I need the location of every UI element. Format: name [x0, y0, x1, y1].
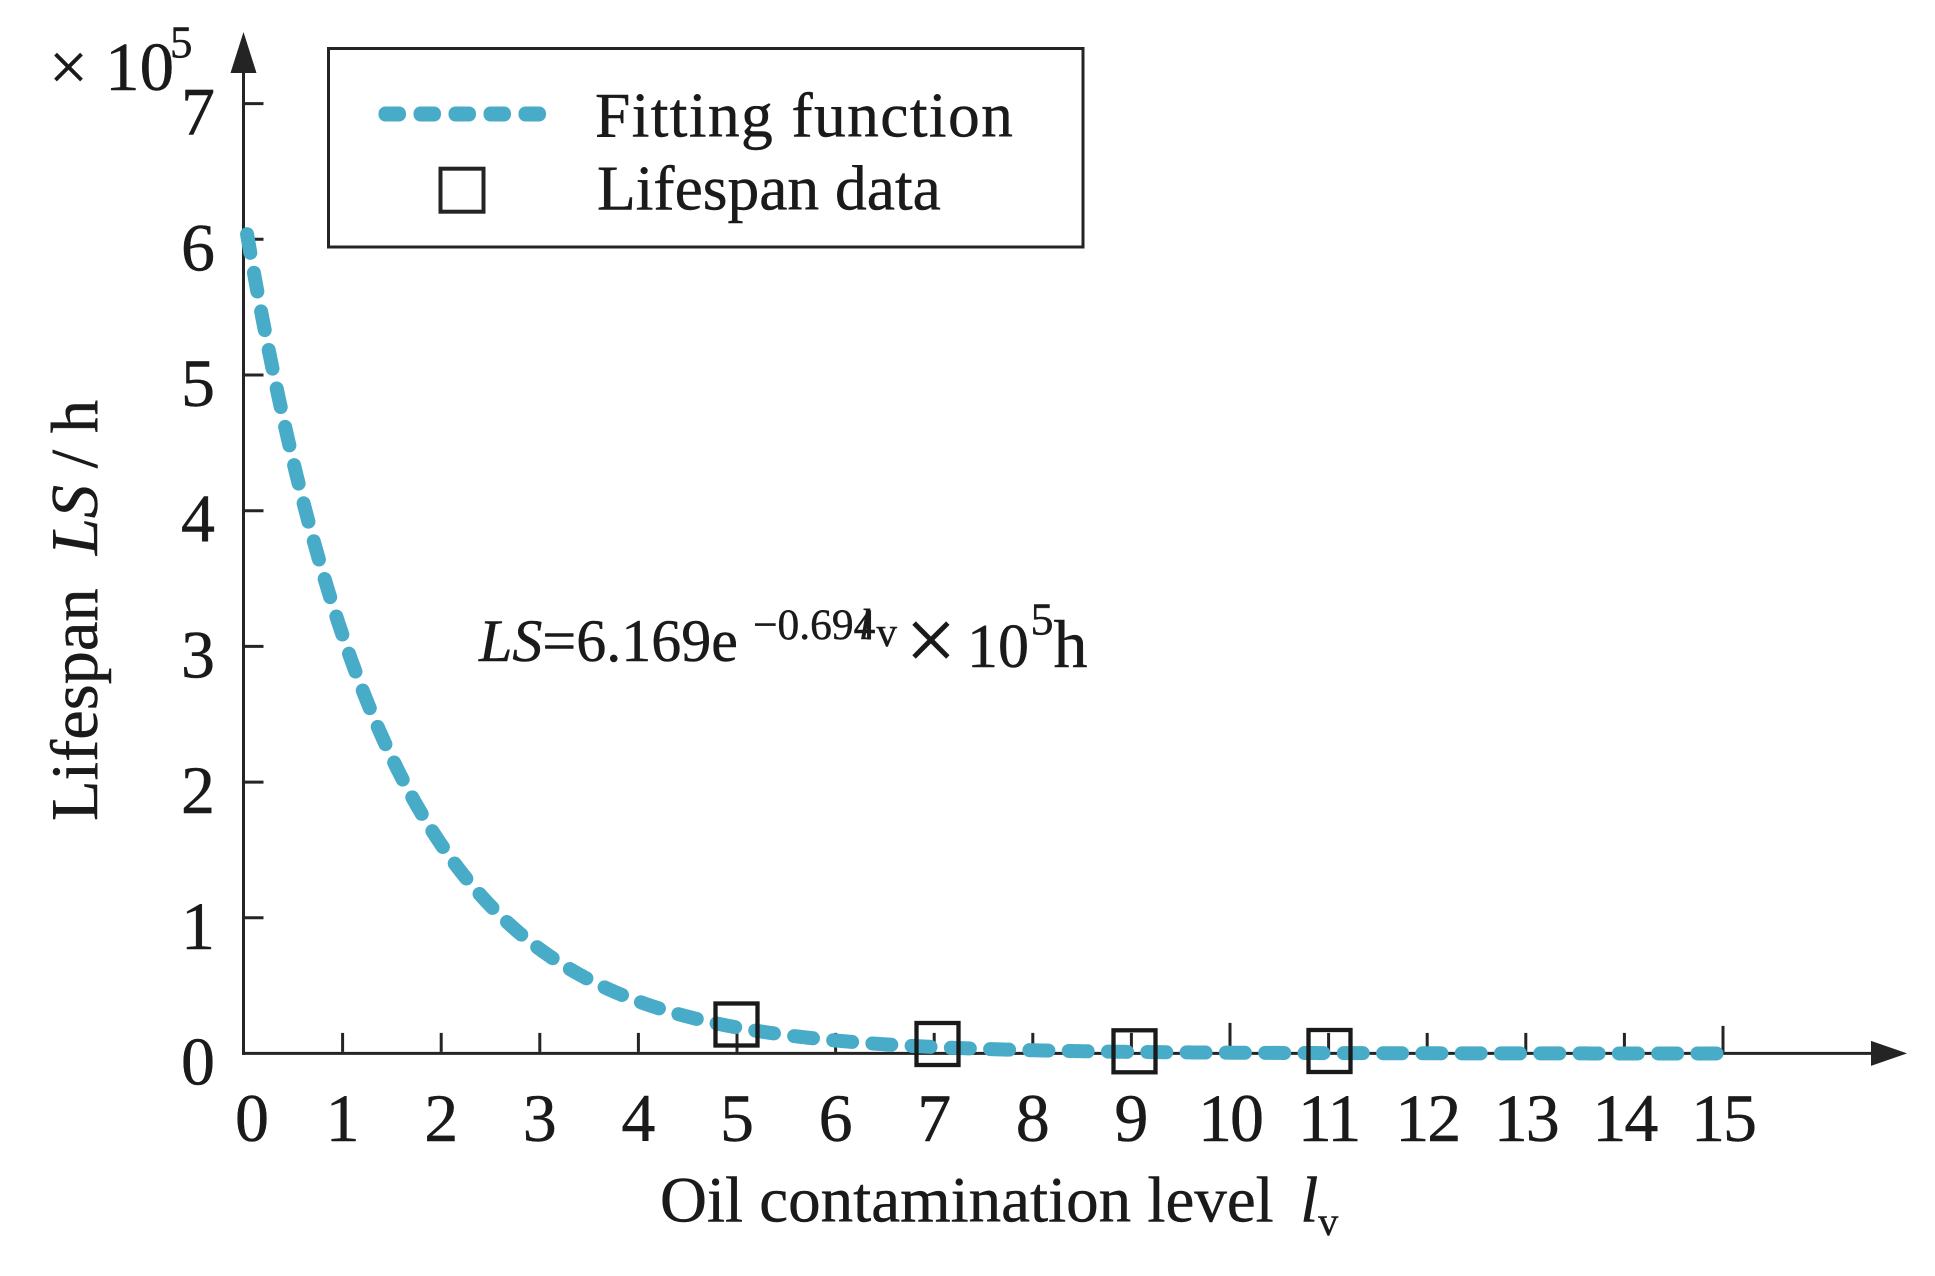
- svg-text:6: 6: [181, 209, 215, 285]
- svg-text:1: 1: [326, 1080, 360, 1156]
- svg-text:5: 5: [1031, 594, 1054, 645]
- svg-text:0: 0: [235, 1080, 269, 1156]
- svg-text:0: 0: [181, 1024, 215, 1100]
- svg-text:Fitting function: Fitting function: [595, 80, 1014, 151]
- svg-text:5: 5: [170, 18, 193, 68]
- svg-text:7: 7: [181, 74, 215, 150]
- svg-text:h: h: [1054, 606, 1088, 682]
- svg-text:10: 10: [1198, 1080, 1262, 1156]
- svg-text:3: 3: [523, 1080, 557, 1156]
- svg-text:−0.694: −0.694: [753, 601, 876, 649]
- svg-text:4: 4: [181, 481, 215, 557]
- svg-text:14: 14: [1592, 1080, 1657, 1156]
- svg-text:2: 2: [424, 1080, 458, 1156]
- svg-text:× 10: × 10: [49, 29, 174, 105]
- svg-text:5: 5: [720, 1080, 754, 1156]
- svg-text:5: 5: [181, 345, 215, 421]
- svg-text:11: 11: [1298, 1080, 1359, 1156]
- svg-text:13: 13: [1494, 1080, 1558, 1156]
- svg-text:Lifespan data: Lifespan data: [597, 153, 941, 224]
- svg-text:10: 10: [967, 613, 1029, 681]
- svg-text:3: 3: [181, 616, 215, 692]
- svg-text:6: 6: [819, 1080, 853, 1156]
- svg-text:8: 8: [1016, 1080, 1050, 1156]
- svg-text:Oil contamination level lv: Oil contamination level lv: [660, 1165, 1338, 1245]
- svg-text:15: 15: [1691, 1080, 1755, 1156]
- svg-text:2: 2: [181, 752, 215, 828]
- svg-text:4: 4: [621, 1080, 655, 1156]
- svg-text:l: l: [859, 601, 871, 649]
- svg-text:Lifespan LS / h: Lifespan LS / h: [39, 400, 112, 821]
- svg-text:v: v: [877, 609, 898, 655]
- svg-text:×: ×: [906, 591, 957, 690]
- svg-text:1: 1: [181, 888, 215, 964]
- svg-text:9: 9: [1114, 1080, 1148, 1156]
- svg-text:LS=6.169e: LS=6.169e: [478, 608, 738, 674]
- svg-text:7: 7: [917, 1080, 951, 1156]
- svg-text:12: 12: [1395, 1080, 1459, 1156]
